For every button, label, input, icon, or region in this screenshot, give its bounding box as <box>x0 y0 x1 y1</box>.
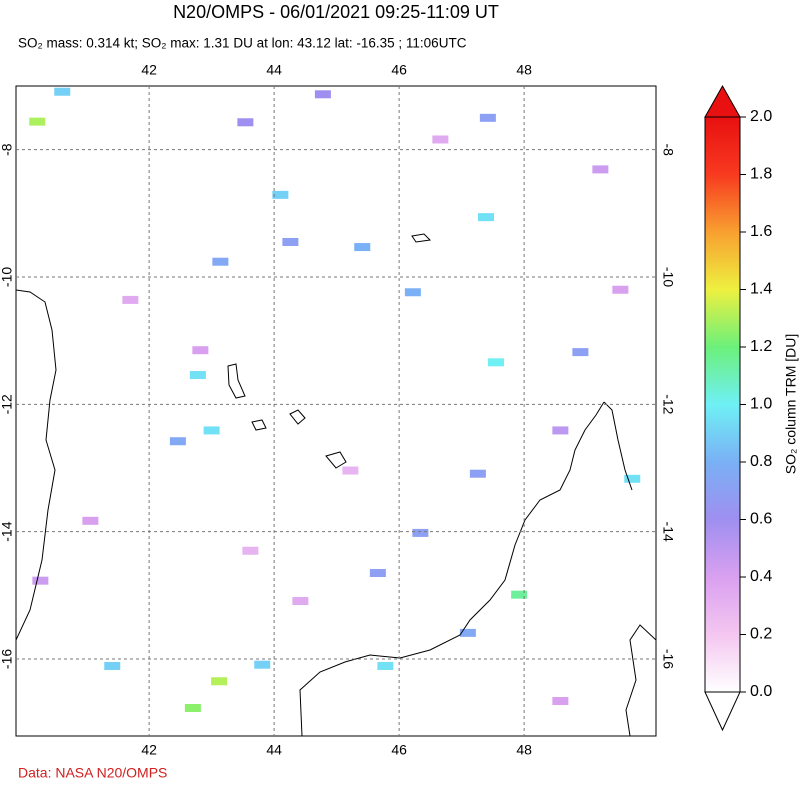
coastline <box>299 401 633 736</box>
so2-pixel <box>314 90 331 99</box>
y-tick-label: -8 <box>0 143 15 156</box>
so2-pixel <box>624 474 641 483</box>
y-tick-label: -14 <box>660 522 676 542</box>
so2-pixel <box>488 358 504 367</box>
map-layer <box>29 87 641 712</box>
x-tick-label: 42 <box>141 62 157 78</box>
colorbar-tick-label: 1.4 <box>750 281 772 298</box>
island <box>411 233 432 243</box>
so2-pixel <box>192 346 209 355</box>
chart-title: N20/OMPS - 06/01/2021 09:25-11:09 UT <box>173 2 499 22</box>
so2-pixel <box>212 257 229 266</box>
so2-pixel <box>104 661 121 670</box>
colorbar-extend-max <box>704 84 741 118</box>
so2-pixel <box>479 113 496 122</box>
chart-subtitle: SO₂ mass: 0.314 kt; SO₂ max: 1.31 DU at … <box>18 36 467 51</box>
y-tick-label: -14 <box>0 521 15 541</box>
colorbar <box>704 116 741 693</box>
x-tick-label: 48 <box>516 742 532 758</box>
so2-pixel <box>377 661 394 670</box>
map-area <box>16 86 656 736</box>
so2-pixel <box>552 426 569 435</box>
x-tick-label: 46 <box>391 742 407 758</box>
so2-pixel <box>354 243 371 252</box>
so2-pixel <box>292 597 309 606</box>
colorbar-tick-label: 1.6 <box>750 223 772 240</box>
so2-pixel <box>572 348 589 357</box>
so2-pixel <box>82 516 99 525</box>
y-tick-label: -10 <box>0 267 15 287</box>
so2-pixel <box>469 469 486 478</box>
so2-pixel <box>592 165 609 174</box>
coastlines <box>16 233 656 736</box>
y-tick-label: -16 <box>660 649 676 669</box>
x-tick-label: 46 <box>391 62 407 78</box>
colorbar-extend-min <box>704 691 741 732</box>
island <box>289 409 306 425</box>
so2-pixel <box>237 118 254 127</box>
so2-pixel <box>29 117 46 126</box>
x-tick-label: 48 <box>516 62 532 78</box>
so2-pixel <box>203 426 220 435</box>
coastline <box>625 624 656 736</box>
so2-pixel <box>342 466 359 475</box>
so2-pixel <box>412 528 429 537</box>
x-tick-label: 44 <box>266 62 282 78</box>
so2-pixel <box>54 87 71 96</box>
so2-pixel <box>432 135 449 144</box>
coastline <box>16 289 57 641</box>
island <box>227 363 246 399</box>
colorbar-tick-label: 0.2 <box>750 626 772 643</box>
colorbar-tick-label: 0.4 <box>750 568 772 585</box>
so2-pixel <box>478 213 494 222</box>
y-tick-label: -16 <box>0 649 15 669</box>
so2-pixel <box>404 288 421 297</box>
so2-pixel <box>511 590 528 599</box>
x-tick-label: 42 <box>141 742 157 758</box>
colorbar-tick-label: 1.8 <box>750 166 772 183</box>
so2-pixel <box>459 628 476 637</box>
colorbar-tick-label: 0.6 <box>750 511 772 528</box>
colorbar-tick-label: 1.0 <box>750 396 772 413</box>
so2-pixel <box>211 677 228 686</box>
x-tick-label: 44 <box>266 742 282 758</box>
y-tick-label: -10 <box>660 267 676 287</box>
so2-pixel <box>552 696 569 705</box>
so2-pixel <box>189 371 206 380</box>
colorbar-label: SO₂ column TRM [DU] <box>783 334 799 475</box>
colorbar-tick-label: 0.0 <box>750 683 772 700</box>
island <box>251 419 267 431</box>
map-frame <box>15 85 657 737</box>
so2-pixel <box>612 285 629 294</box>
so2-pixel <box>254 660 271 669</box>
so2-pixel <box>32 576 49 585</box>
y-tick-label: -12 <box>0 394 15 414</box>
colorbar-tick-label: 1.2 <box>750 338 772 355</box>
y-tick-label: -8 <box>660 143 676 156</box>
colorbar-tick-label: 2.0 <box>750 108 772 125</box>
so2-pixel <box>272 190 289 199</box>
so2-pixel <box>282 237 299 246</box>
colorbar-tick-label: 0.8 <box>750 453 772 470</box>
source-note: Data: NASA N20/OMPS <box>18 765 167 781</box>
so2-pixel <box>122 295 139 304</box>
island <box>325 451 347 469</box>
so2-pixel <box>369 569 386 578</box>
so2-pixel <box>169 437 186 446</box>
so2-pixel <box>184 703 201 712</box>
y-tick-label: -12 <box>660 394 676 414</box>
so2-pixel <box>242 546 259 555</box>
